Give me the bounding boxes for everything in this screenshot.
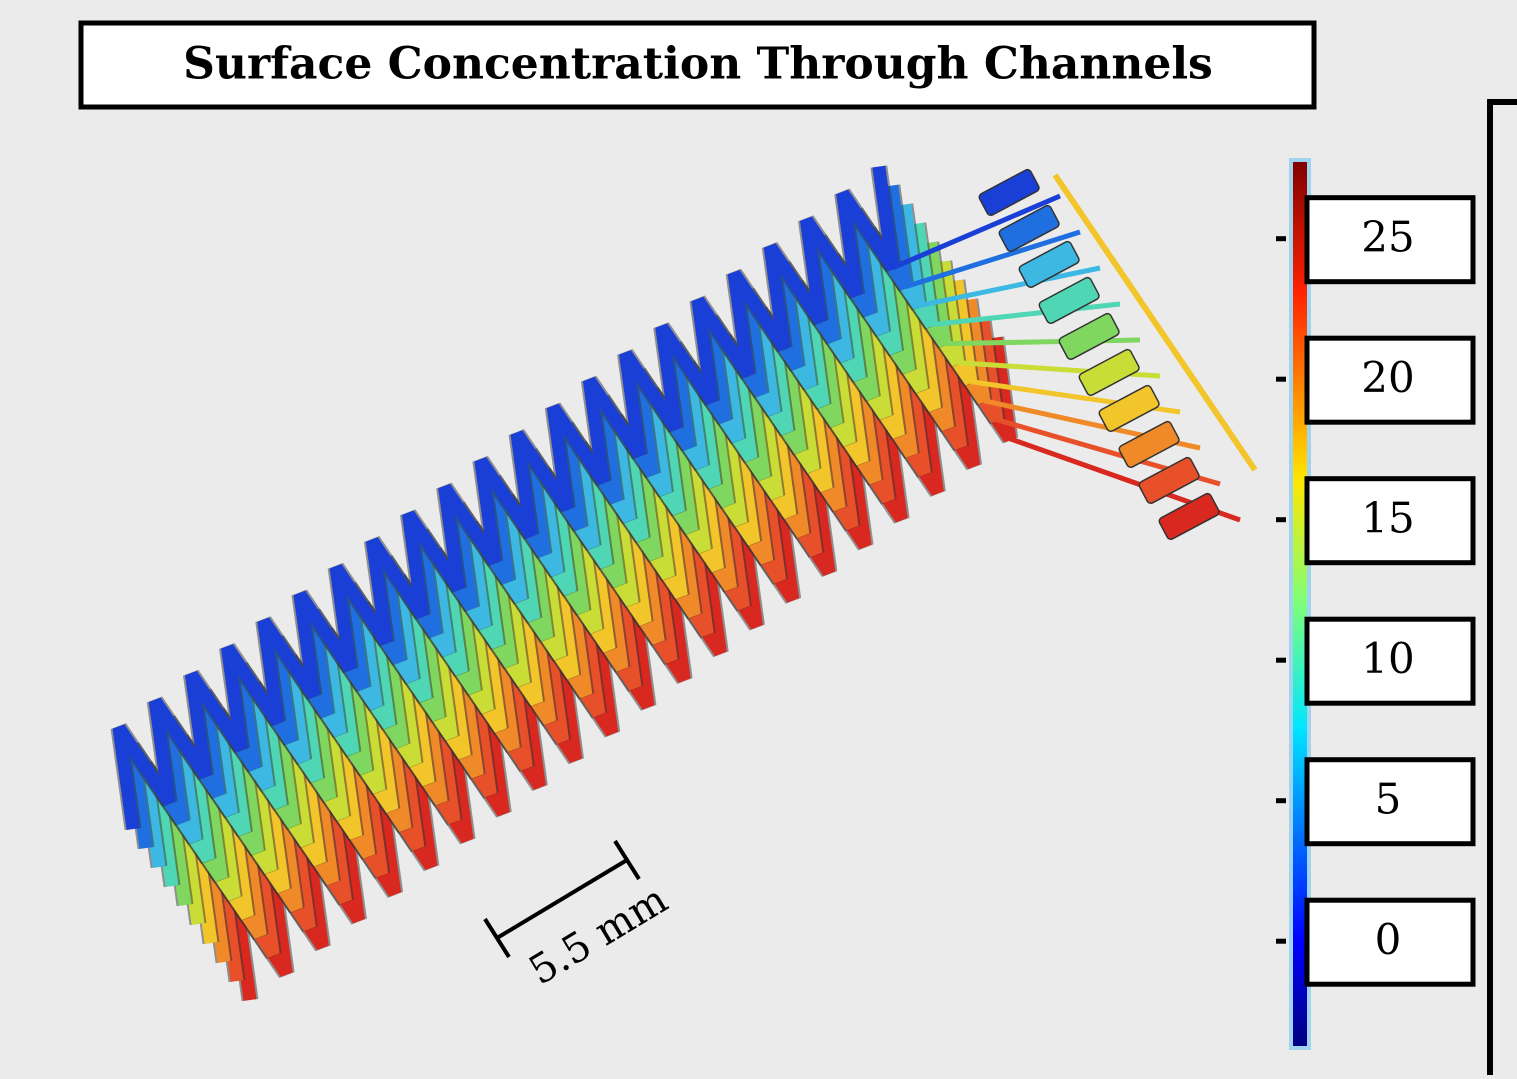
colorbar-tick-label: 20	[1361, 353, 1414, 402]
colorbar-tick-label: 5	[1375, 775, 1402, 824]
colorbar-tick-label: 10	[1361, 634, 1414, 683]
scale-bar-line	[495, 858, 629, 940]
tick-label-box	[1304, 195, 1476, 285]
inlet-line	[931, 301, 1121, 328]
tick-label-box	[1304, 616, 1476, 706]
title-box	[78, 20, 1317, 110]
manifold	[1052, 173, 1258, 472]
inlet-chamber	[1078, 348, 1140, 397]
inlet-chamber	[1058, 312, 1120, 361]
scale-bar-cap	[483, 917, 511, 959]
inlet-line	[918, 265, 1101, 309]
tick-label-box	[1304, 757, 1476, 847]
title: Surface Concentration Through Channels	[183, 39, 1213, 90]
inlet-chamber	[1038, 276, 1100, 325]
inlet-line	[905, 229, 1081, 290]
tick-label-box	[1304, 897, 1476, 987]
colorbar-tick-label: 25	[1361, 213, 1414, 262]
inlet-chamber	[998, 204, 1060, 253]
inlet-chamber	[1158, 492, 1220, 541]
inlet-chamber	[1118, 420, 1180, 469]
tick-label-box	[1304, 335, 1476, 425]
inlet-line	[891, 193, 1061, 270]
inlet-chamber	[1018, 240, 1080, 289]
channel-array	[110, 165, 1258, 1002]
inlet-chamber	[978, 168, 1040, 217]
scale-bar-cap	[613, 839, 641, 881]
inlet-chamber	[1098, 384, 1160, 433]
side-panel	[1487, 99, 1517, 1075]
colorbar: 0 5 10 15 20 25	[1276, 158, 1476, 1050]
tick-label-box	[1304, 476, 1476, 566]
colorbar-tick-label: 15	[1361, 494, 1414, 543]
inlet-chamber	[1138, 456, 1200, 505]
colorbar-tick-label: 0	[1375, 915, 1402, 964]
channel	[112, 165, 900, 830]
